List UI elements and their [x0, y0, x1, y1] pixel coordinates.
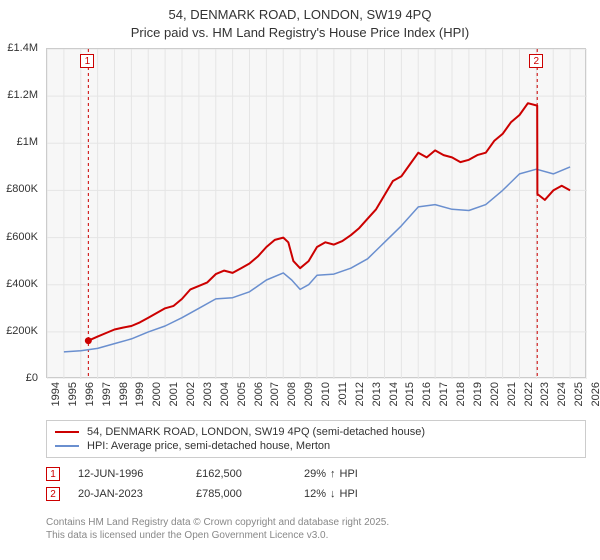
x-tick-label: 2006: [253, 382, 265, 406]
x-tick-label: 2011: [337, 382, 349, 406]
x-tick-label: 2008: [286, 382, 298, 406]
legend-label: 54, DENMARK ROAD, LONDON, SW19 4PQ (semi…: [87, 426, 425, 438]
transaction-date: 12-JUN-1996: [78, 468, 178, 480]
transaction-marker: 1: [80, 54, 94, 68]
x-tick-label: 1998: [118, 382, 130, 406]
plot-area: [46, 48, 586, 378]
transaction-delta-pct: 12%: [304, 488, 326, 500]
legend-item: HPI: Average price, semi-detached house,…: [55, 439, 577, 453]
y-tick-label: £600K: [6, 231, 38, 243]
title-line-1: 54, DENMARK ROAD, LONDON, SW19 4PQ: [0, 6, 600, 24]
transaction-delta-suffix: HPI: [340, 488, 358, 500]
x-tick-label: 2019: [472, 382, 484, 406]
y-tick-label: £0: [26, 372, 38, 384]
x-tick-label: 2017: [438, 382, 450, 406]
legend-swatch: [55, 445, 79, 447]
x-tick-label: 2016: [421, 382, 433, 406]
x-tick-label: 2023: [539, 382, 551, 406]
transaction-marker-icon: 2: [46, 487, 60, 501]
transaction-delta: 12% ↓ HPI: [304, 488, 434, 500]
x-tick-label: 1999: [134, 382, 146, 406]
transaction-price: £162,500: [196, 468, 286, 480]
transaction-price: £785,000: [196, 488, 286, 500]
transaction-marker: 2: [529, 54, 543, 68]
transaction-date: 20-JAN-2023: [78, 488, 178, 500]
x-tick-label: 1995: [67, 382, 79, 406]
x-tick-label: 2018: [455, 382, 467, 406]
x-tick-label: 2000: [151, 382, 163, 406]
transaction-marker-icon: 1: [46, 467, 60, 481]
transactions-table: 1 12-JUN-1996 £162,500 29% ↑ HPI 2 20-JAN-2023 £…: [46, 464, 586, 504]
footer-attribution: Contains HM Land Registry data © Crown c…: [46, 516, 586, 542]
transaction-delta-suffix: HPI: [340, 468, 358, 480]
x-tick-label: 2012: [354, 382, 366, 406]
x-tick-label: 2005: [236, 382, 248, 406]
y-tick-label: £1.4M: [7, 42, 38, 54]
y-tick-label: £1.2M: [7, 89, 38, 101]
x-tick-label: 2013: [371, 382, 383, 406]
title-line-2: Price paid vs. HM Land Registry's House …: [0, 24, 600, 42]
x-tick-label: 2003: [202, 382, 214, 406]
x-tick-label: 2014: [388, 382, 400, 406]
x-tick-label: 2020: [489, 382, 501, 406]
footer-line-2: This data is licensed under the Open Gov…: [46, 529, 586, 542]
x-tick-label: 1994: [50, 382, 62, 406]
y-tick-label: £400K: [6, 278, 38, 290]
legend-swatch: [55, 431, 79, 433]
x-tick-label: 2009: [303, 382, 315, 406]
x-tick-label: 2004: [219, 382, 231, 406]
x-tick-label: 2002: [185, 382, 197, 406]
chart-title: 54, DENMARK ROAD, LONDON, SW19 4PQ Price…: [0, 0, 600, 41]
y-tick-label: £800K: [6, 183, 38, 195]
plot-svg: [47, 49, 587, 379]
transaction-row: 1 12-JUN-1996 £162,500 29% ↑ HPI: [46, 464, 586, 484]
legend-label: HPI: Average price, semi-detached house,…: [87, 440, 330, 452]
transaction-delta-pct: 29%: [304, 468, 326, 480]
x-tick-label: 2025: [573, 382, 585, 406]
x-tick-label: 2007: [269, 382, 281, 406]
plot-wrap: £0£200K£400K£600K£800K£1M£1.2M£1.4M 1994…: [46, 48, 586, 378]
transaction-row: 2 20-JAN-2023 £785,000 12% ↓ HPI: [46, 484, 586, 504]
y-tick-label: £200K: [6, 325, 38, 337]
y-tick-label: £1M: [17, 136, 38, 148]
x-tick-label: 2024: [556, 382, 568, 406]
x-tick-label: 2022: [523, 382, 535, 406]
arrow-down-icon: ↓: [330, 488, 336, 500]
chart-container: 54, DENMARK ROAD, LONDON, SW19 4PQ Price…: [0, 0, 600, 560]
x-tick-label: 1997: [101, 382, 113, 406]
x-tick-label: 2026: [590, 382, 600, 406]
x-tick-label: 2001: [168, 382, 180, 406]
arrow-up-icon: ↑: [330, 468, 336, 480]
legend: 54, DENMARK ROAD, LONDON, SW19 4PQ (semi…: [46, 420, 586, 458]
transaction-delta: 29% ↑ HPI: [304, 468, 434, 480]
x-tick-label: 2015: [404, 382, 416, 406]
legend-item: 54, DENMARK ROAD, LONDON, SW19 4PQ (semi…: [55, 425, 577, 439]
x-tick-label: 2010: [320, 382, 332, 406]
x-tick-label: 2021: [506, 382, 518, 406]
x-tick-label: 1996: [84, 382, 96, 406]
footer-line-1: Contains HM Land Registry data © Crown c…: [46, 516, 586, 529]
